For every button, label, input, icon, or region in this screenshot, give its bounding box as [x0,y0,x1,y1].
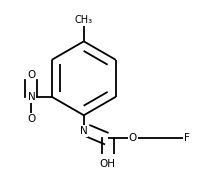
Text: N: N [80,126,88,136]
Text: OH: OH [100,159,116,169]
Text: CH₃: CH₃ [75,15,93,25]
Text: O: O [27,114,36,124]
Text: O: O [129,133,137,143]
Text: N: N [28,92,35,102]
Text: F: F [184,133,190,143]
Text: O: O [27,70,36,80]
